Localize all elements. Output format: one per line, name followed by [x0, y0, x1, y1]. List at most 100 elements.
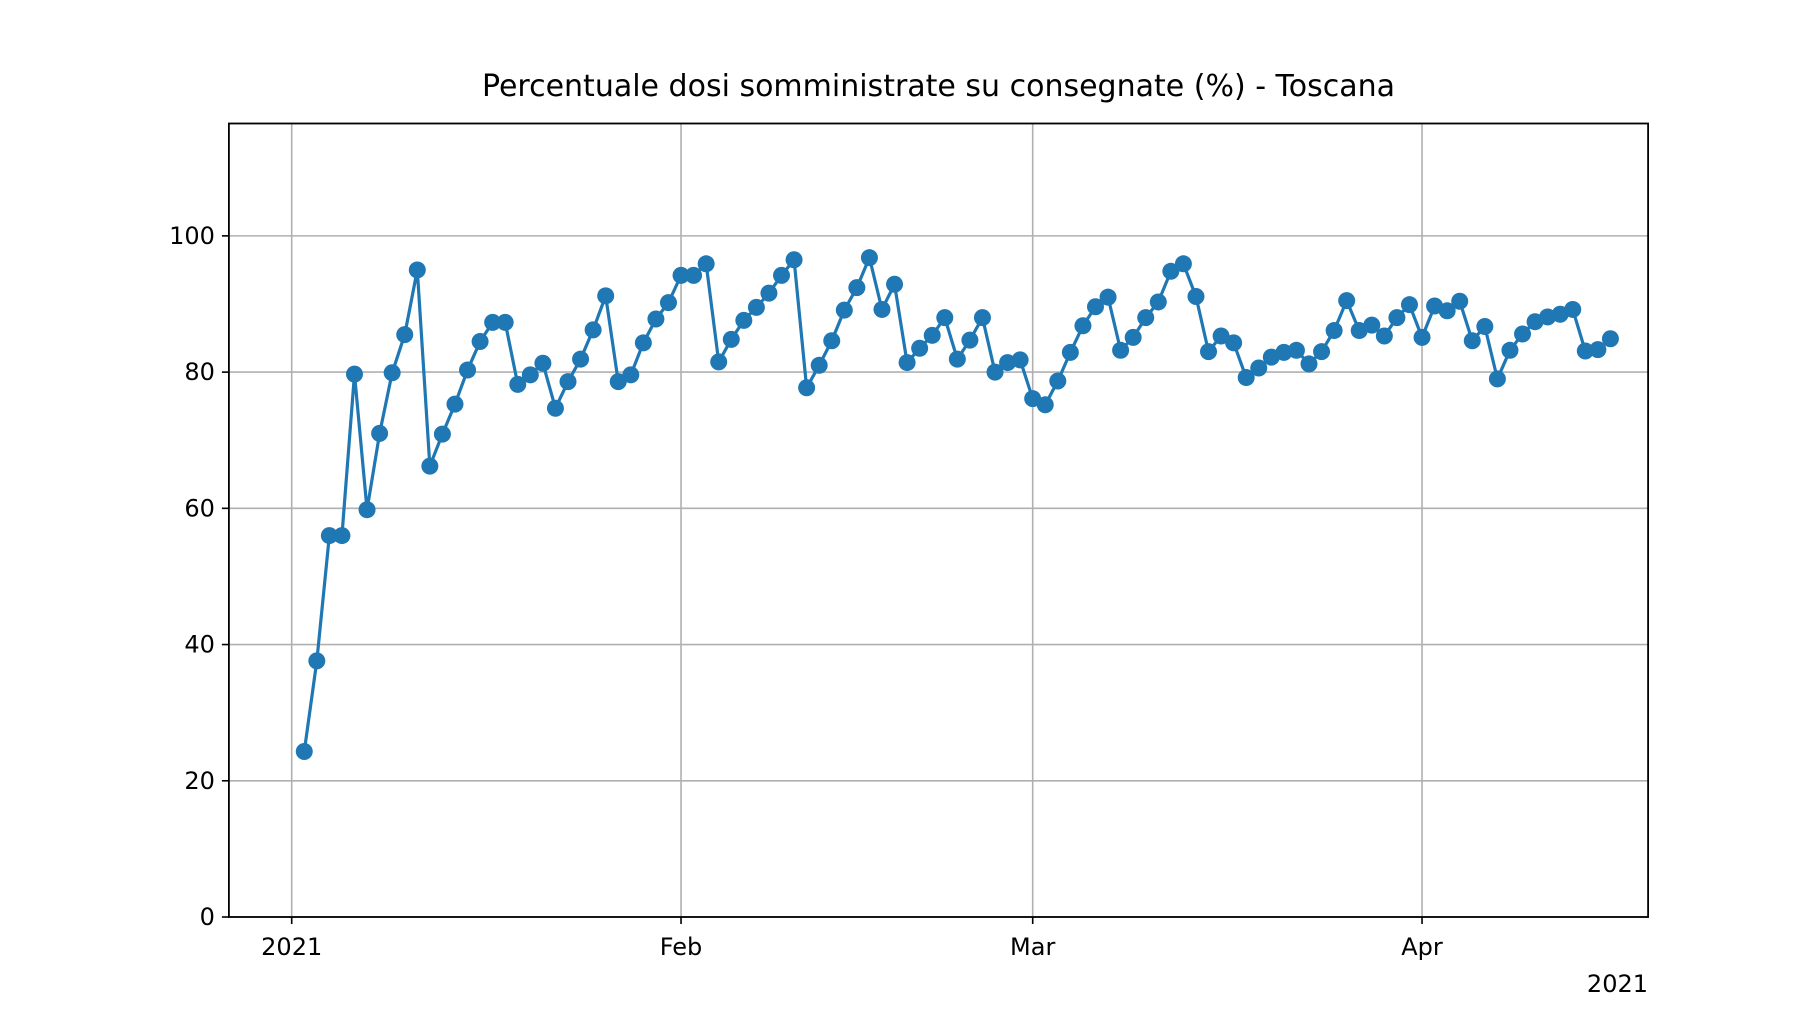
data-point	[546, 399, 564, 417]
data-point	[936, 309, 954, 327]
data-point	[1237, 369, 1255, 387]
chart-title: Percentuale dosi somministrate su conseg…	[482, 69, 1395, 104]
y-tick-label: 100	[169, 222, 215, 250]
data-point	[886, 275, 904, 293]
data-point	[1086, 298, 1104, 316]
data-point	[1488, 370, 1506, 388]
data-point	[383, 364, 401, 382]
data-point	[1212, 327, 1230, 345]
data-point	[810, 356, 828, 374]
data-point	[1476, 317, 1494, 335]
data-point	[521, 366, 539, 384]
data-point	[1049, 372, 1067, 390]
data-point	[911, 339, 929, 357]
data-point	[1187, 288, 1205, 305]
data-point	[747, 298, 765, 316]
y-tick-label: 80	[184, 358, 215, 386]
data-point	[1338, 292, 1356, 310]
data-point	[1011, 351, 1029, 369]
series-layer	[295, 249, 1619, 760]
data-point	[848, 279, 866, 297]
data-point	[609, 373, 627, 391]
plot-area	[227, 122, 1649, 918]
data-point	[1112, 341, 1130, 359]
data-point	[534, 354, 552, 372]
data-point	[1325, 322, 1343, 340]
data-point	[697, 255, 715, 273]
data-point	[773, 266, 791, 284]
data-point	[295, 742, 313, 760]
data-point	[1576, 342, 1594, 360]
x-tick-label: 2021	[261, 933, 322, 961]
x-tick-label: Apr	[1401, 933, 1443, 961]
data-point	[1225, 334, 1243, 352]
data-point	[1275, 343, 1293, 361]
data-point	[572, 350, 590, 368]
x-tick-label: Feb	[660, 933, 703, 961]
data-point	[1099, 288, 1117, 306]
data-point	[333, 527, 351, 545]
data-point	[672, 266, 690, 284]
data-point	[685, 266, 703, 284]
data-point	[471, 332, 489, 350]
data-point	[1174, 255, 1192, 273]
data-point	[1589, 341, 1607, 359]
data-point	[873, 300, 891, 318]
data-point	[1601, 330, 1619, 348]
data-point	[496, 313, 514, 331]
series-line	[302, 256, 1612, 752]
data-point	[320, 527, 338, 545]
data-point	[459, 361, 477, 379]
data-point	[559, 373, 577, 391]
data-point	[1400, 296, 1418, 314]
data-point	[1501, 341, 1519, 359]
data-point	[1250, 359, 1268, 377]
data-point	[760, 284, 778, 302]
data-point	[1363, 316, 1381, 334]
data-point	[710, 353, 728, 371]
data-point	[1024, 390, 1042, 408]
data-point	[1300, 355, 1318, 373]
data-point	[1451, 292, 1469, 310]
ticks-layer: 0 20 40 60 80 100 2021 Feb Mar Apr	[169, 222, 1443, 961]
data-point	[898, 354, 916, 372]
data-point	[1438, 302, 1456, 320]
data-point	[433, 425, 451, 443]
data-point	[1413, 328, 1431, 346]
data-point	[345, 365, 363, 383]
data-point	[1313, 343, 1331, 361]
data-point	[647, 310, 665, 328]
data-point	[722, 330, 740, 348]
data-point	[1375, 327, 1393, 345]
data-point	[1200, 343, 1218, 361]
data-point	[823, 332, 841, 350]
data-point	[860, 249, 878, 267]
data-point	[785, 251, 803, 269]
data-point	[835, 301, 853, 319]
data-point	[659, 294, 677, 312]
data-point	[1514, 325, 1532, 343]
data-point	[948, 350, 966, 368]
data-point	[509, 375, 527, 393]
data-point	[358, 501, 376, 519]
data-point	[1061, 343, 1079, 361]
data-point	[735, 311, 753, 329]
grid-layer	[228, 123, 1649, 918]
data-point	[1137, 309, 1155, 327]
data-point	[1564, 300, 1582, 318]
data-point	[634, 334, 652, 352]
data-point	[371, 424, 389, 442]
y-tick-label: 0	[200, 903, 215, 931]
data-point	[421, 457, 439, 475]
data-point	[1036, 396, 1054, 414]
y-tick-label: 40	[184, 631, 215, 659]
data-point	[584, 321, 602, 339]
y-tick-label: 60	[184, 494, 215, 522]
data-point	[1162, 262, 1180, 280]
data-point	[986, 363, 1004, 381]
data-point	[484, 313, 502, 331]
data-point	[597, 287, 615, 305]
data-point	[973, 309, 991, 327]
data-point	[1287, 341, 1305, 359]
